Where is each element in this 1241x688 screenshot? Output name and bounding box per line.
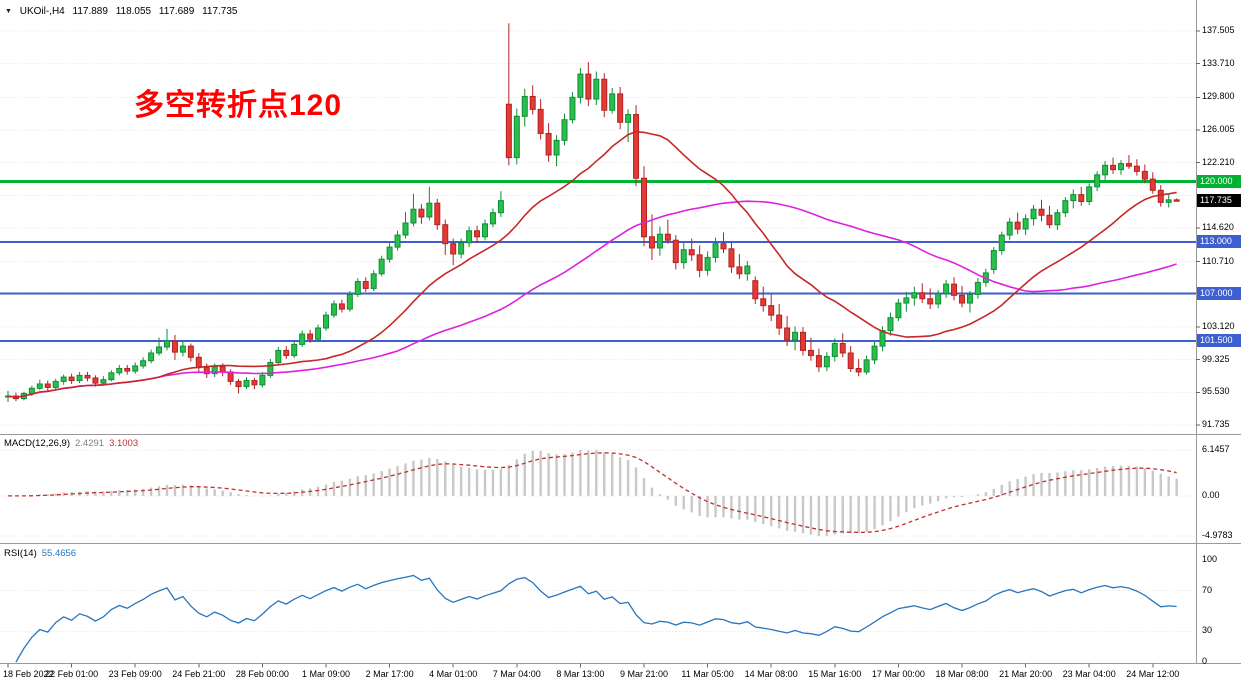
macd-name: MACD(12,26,9): [4, 438, 70, 449]
rsi-axis-label: 70: [1202, 584, 1213, 595]
price-axis-label: 91.735: [1202, 419, 1230, 429]
time-axis-label: 1 Mar 09:00: [301, 669, 351, 679]
time-axis-label: 17 Mar 00:00: [871, 669, 925, 679]
macd-main-value: 2.4291: [75, 438, 105, 449]
price-axis-label: 103.120: [1202, 320, 1235, 331]
macd-axis-label: 0.00: [1202, 489, 1220, 500]
time-axis-label: 9 Mar 21:00: [619, 669, 669, 679]
rsi-indicator-label: RSI(14) 55.4656: [4, 548, 76, 559]
time-axis-label: 23 Feb 09:00: [108, 669, 162, 679]
rsi-axis-label: 30: [1202, 625, 1213, 636]
rsi-axis-label: 100: [1202, 554, 1218, 564]
time-axis-label: 22 Feb 01:00: [45, 669, 99, 679]
ohlc-close: 117.735: [202, 6, 238, 17]
time-axis-label: 7 Mar 04:00: [492, 669, 541, 679]
price-axis-label: 129.800: [1202, 91, 1235, 102]
time-axis-label: 15 Mar 16:00: [808, 669, 862, 679]
time-axis-label: 28 Feb 00:00: [235, 669, 289, 679]
hline-price-badge: 120.000: [1197, 174, 1241, 188]
current-price-badge: 117.735: [1197, 194, 1241, 208]
time-axis-label: 21 Mar 20:00: [999, 669, 1053, 679]
price-axis-label: 126.005: [1202, 123, 1235, 134]
macd-indicator-label: MACD(12,26,9) 2.4291 3.1003: [4, 438, 138, 449]
price-axis-label: 137.505: [1202, 25, 1235, 35]
ohlc-open: 117.889: [72, 6, 108, 17]
chart-title-bar: ▼ UKOil-,H4 117.889 118.055 117.689 117.…: [5, 6, 242, 17]
ohlc-low: 117.689: [158, 6, 195, 17]
price-axis-label: 122.210: [1202, 156, 1235, 167]
chart-annotation-text: 多空转折点120: [134, 89, 343, 122]
time-axis-label: 18 Mar 08:00: [935, 669, 989, 679]
time-axis-label: 11 Mar 05:00: [681, 669, 734, 679]
price-axis-label: 133.710: [1202, 57, 1235, 68]
time-axis-label: 18 Feb 2022: [3, 669, 54, 679]
time-axis-label: 2 Mar 17:00: [365, 669, 414, 679]
price-axis-label: 110.710: [1202, 255, 1234, 266]
rsi-axis-label: 0: [1202, 656, 1208, 666]
symbol-timeframe-label: UKOil-,H4: [19, 6, 65, 17]
time-axis-label: 24 Feb 21:00: [172, 669, 226, 679]
hline-price-badge: 107.000: [1197, 286, 1241, 300]
rsi-name: RSI(14): [4, 548, 37, 559]
hline-price-badge: 101.500: [1197, 333, 1241, 347]
macd-axis-label: 6.1457: [1202, 444, 1230, 454]
time-axis-label: 8 Mar 13:00: [556, 669, 605, 679]
time-axis-label: 24 Mar 12:00: [1126, 669, 1180, 679]
rsi-value: 55.4656: [41, 548, 77, 559]
macd-axis-label: -4.9783: [1202, 530, 1233, 540]
price-axis-label: 114.620: [1202, 222, 1234, 232]
time-axis-label: 4 Mar 01:00: [429, 669, 478, 679]
price-axis-label: 99.325: [1202, 353, 1230, 364]
time-axis-label: 14 Mar 08:00: [744, 669, 798, 679]
macd-signal-value: 3.1003: [109, 438, 139, 449]
symbol-dropdown-icon[interactable]: ▼: [5, 8, 12, 15]
ohlc-high: 118.055: [115, 6, 152, 17]
hline-price-badge: 113.000: [1197, 234, 1241, 248]
price-axis-label: 95.530: [1202, 386, 1230, 397]
time-axis-label: 23 Mar 04:00: [1062, 669, 1116, 679]
